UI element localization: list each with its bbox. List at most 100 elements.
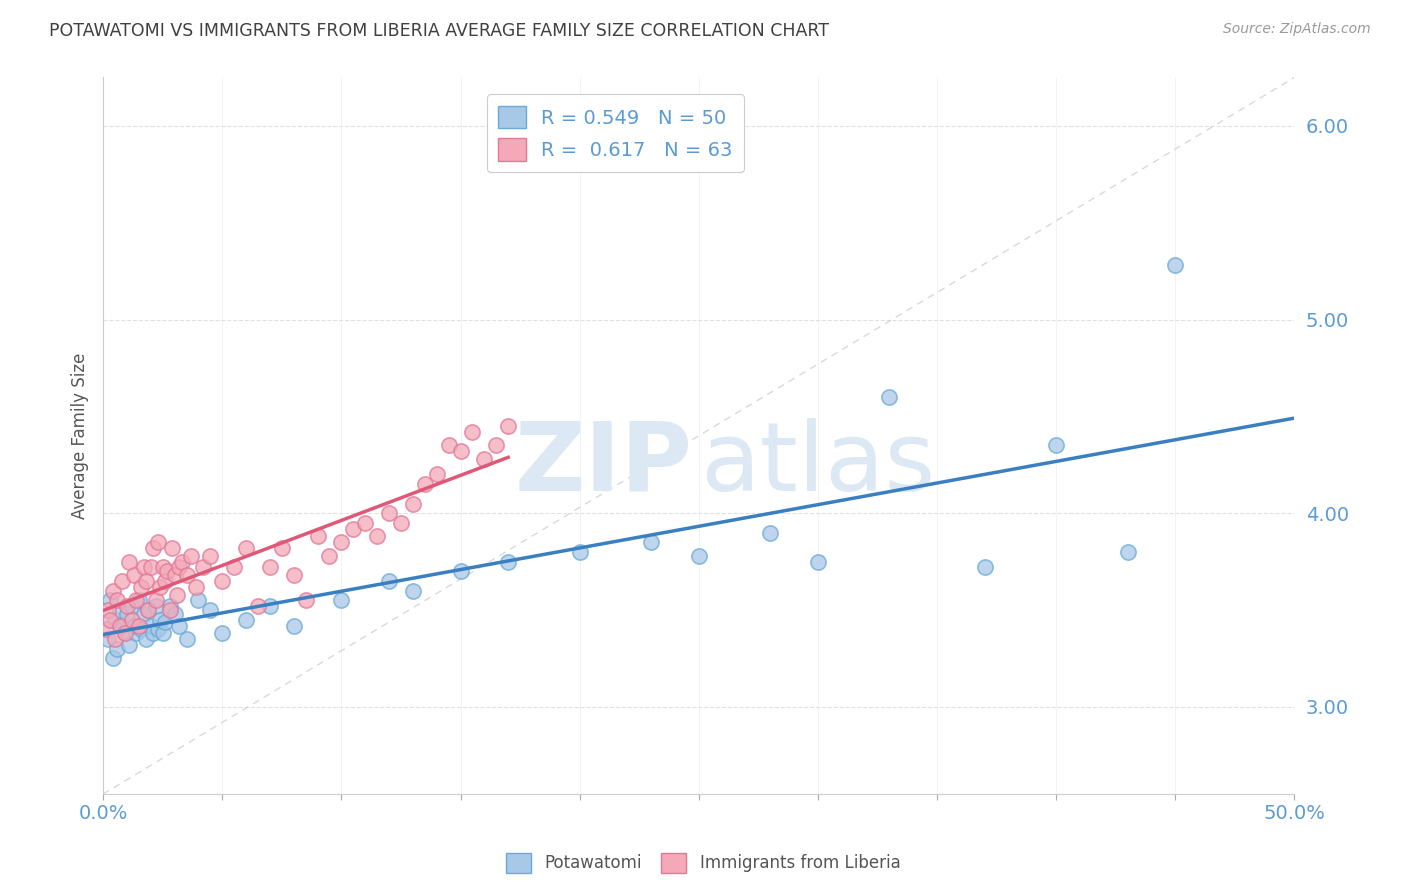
- Point: [330, 535, 353, 549]
- Point: [640, 535, 662, 549]
- Point: [450, 444, 472, 458]
- Point: [128, 618, 150, 632]
- Point: [163, 568, 186, 582]
- Point: [402, 497, 425, 511]
- Point: [354, 516, 377, 530]
- Point: [118, 638, 141, 652]
- Point: [104, 613, 127, 627]
- Point: [132, 560, 155, 574]
- Point: [378, 506, 401, 520]
- Point: [125, 626, 148, 640]
- Point: [115, 607, 138, 621]
- Point: [1045, 438, 1067, 452]
- Point: [138, 603, 160, 617]
- Point: [807, 555, 830, 569]
- Point: [121, 599, 143, 614]
- Point: [402, 583, 425, 598]
- Point: [437, 438, 460, 452]
- Point: [235, 541, 257, 555]
- Point: [153, 615, 176, 629]
- Point: [149, 580, 172, 594]
- Point: [307, 529, 329, 543]
- Y-axis label: Average Family Size: Average Family Size: [72, 352, 89, 519]
- Point: [146, 535, 169, 549]
- Point: [166, 588, 188, 602]
- Point: [184, 580, 207, 594]
- Point: [318, 549, 340, 563]
- Point: [94, 623, 117, 637]
- Point: [169, 618, 191, 632]
- Point: [122, 568, 145, 582]
- Point: [759, 525, 782, 540]
- Point: [283, 568, 305, 582]
- Point: [129, 623, 152, 637]
- Point: [330, 593, 353, 607]
- Point: [426, 467, 449, 482]
- Point: [101, 651, 124, 665]
- Point: [149, 613, 172, 627]
- Point: [879, 390, 901, 404]
- Point: [129, 580, 152, 594]
- Point: [135, 632, 157, 646]
- Point: [496, 419, 519, 434]
- Point: [118, 555, 141, 569]
- Point: [114, 626, 136, 640]
- Point: [132, 607, 155, 621]
- Point: [107, 593, 129, 607]
- Point: [211, 626, 233, 640]
- Point: [259, 560, 281, 574]
- Point: [152, 626, 174, 640]
- Point: [211, 574, 233, 588]
- Point: [111, 574, 134, 588]
- Point: [378, 574, 401, 588]
- Point: [142, 541, 165, 555]
- Point: [122, 618, 145, 632]
- Point: [145, 599, 167, 614]
- Point: [153, 574, 176, 588]
- Point: [450, 565, 472, 579]
- Point: [152, 560, 174, 574]
- Point: [688, 549, 710, 563]
- Point: [138, 603, 160, 617]
- Point: [101, 583, 124, 598]
- Point: [568, 545, 591, 559]
- Point: [973, 560, 995, 574]
- Point: [283, 618, 305, 632]
- Point: [193, 560, 215, 574]
- Legend: R = 0.549   N = 50, R =  0.617   N = 63: R = 0.549 N = 50, R = 0.617 N = 63: [486, 95, 744, 172]
- Point: [115, 599, 138, 614]
- Point: [107, 641, 129, 656]
- Point: [170, 555, 193, 569]
- Text: POTAWATOMI VS IMMIGRANTS FROM LIBERIA AVERAGE FAMILY SIZE CORRELATION CHART: POTAWATOMI VS IMMIGRANTS FROM LIBERIA AV…: [49, 22, 830, 40]
- Point: [128, 593, 150, 607]
- Point: [159, 603, 181, 617]
- Point: [160, 541, 183, 555]
- Point: [145, 593, 167, 607]
- Point: [176, 632, 198, 646]
- Point: [163, 607, 186, 621]
- Point: [98, 593, 121, 607]
- Point: [461, 425, 484, 439]
- Point: [108, 618, 131, 632]
- Point: [389, 516, 412, 530]
- Point: [108, 603, 131, 617]
- Point: [270, 541, 292, 555]
- Point: [135, 574, 157, 588]
- Point: [187, 593, 209, 607]
- Point: [111, 618, 134, 632]
- Point: [294, 593, 316, 607]
- Text: Source: ZipAtlas.com: Source: ZipAtlas.com: [1223, 22, 1371, 37]
- Point: [200, 549, 222, 563]
- Point: [342, 522, 364, 536]
- Point: [142, 626, 165, 640]
- Point: [413, 477, 436, 491]
- Point: [97, 603, 120, 617]
- Point: [366, 529, 388, 543]
- Point: [247, 599, 270, 614]
- Point: [114, 626, 136, 640]
- Point: [485, 438, 508, 452]
- Point: [176, 568, 198, 582]
- Point: [146, 623, 169, 637]
- Text: ZIP: ZIP: [515, 418, 692, 511]
- Point: [169, 560, 191, 574]
